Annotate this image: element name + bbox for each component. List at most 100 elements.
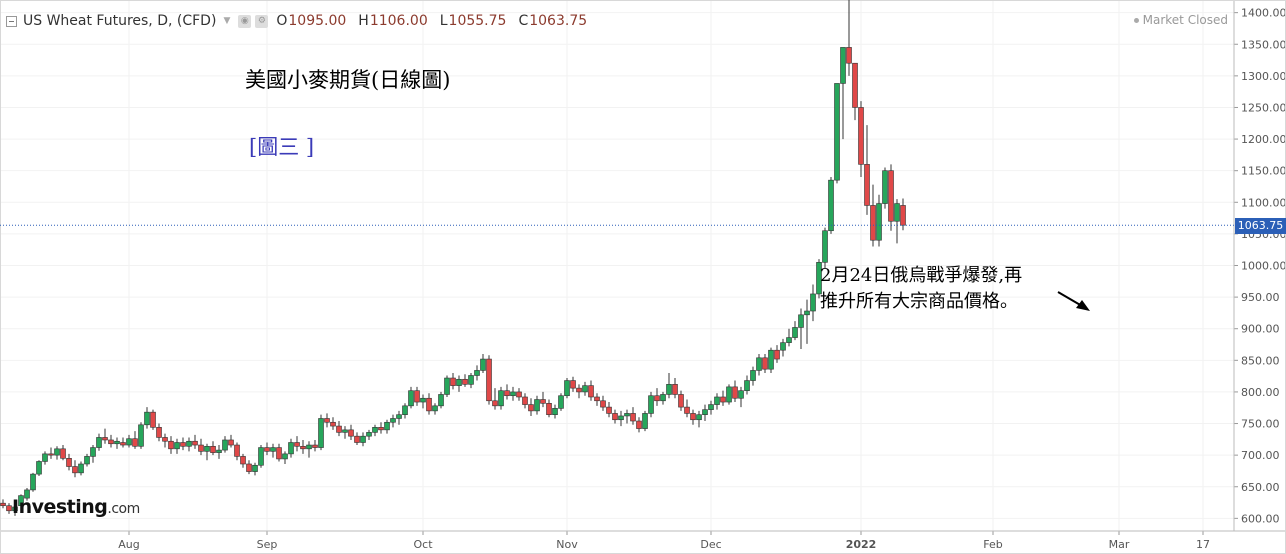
candle-body xyxy=(678,394,684,408)
candle-body xyxy=(72,466,78,474)
status-dot-icon xyxy=(1133,18,1139,23)
candle-body xyxy=(270,447,276,452)
chart-header: US Wheat Futures, D, (CFD) ▼ ◉ ⚙ O1095.0… xyxy=(6,11,599,31)
candle-body xyxy=(594,396,600,402)
candle-body xyxy=(234,444,240,457)
candle-body xyxy=(462,378,468,385)
y-tick-label: 1300.00 xyxy=(1241,70,1286,83)
candle-body xyxy=(396,414,402,419)
candle-body xyxy=(6,505,12,512)
eye-icon[interactable]: ◉ xyxy=(238,14,252,28)
candle-body xyxy=(576,387,582,393)
candle-body xyxy=(126,438,132,446)
candle-body xyxy=(156,427,162,438)
y-tick-label: 1250.00 xyxy=(1241,101,1286,114)
candle-body xyxy=(132,438,138,447)
candle-body xyxy=(114,440,120,445)
instrument-title[interactable]: US Wheat Futures, D, (CFD) xyxy=(23,13,217,29)
candle-body xyxy=(348,429,354,437)
candle-body xyxy=(726,386,732,403)
candle-body xyxy=(342,429,348,433)
y-tick-label: 1200.00 xyxy=(1241,133,1286,146)
candle-body xyxy=(702,409,708,415)
candle-body xyxy=(558,395,564,409)
candle-body xyxy=(240,456,246,465)
x-tick-label: Sep xyxy=(257,538,278,551)
candle-body xyxy=(42,453,48,462)
low-value: L1055.75 xyxy=(439,13,507,29)
x-tick-label: Oct xyxy=(413,538,433,551)
candle-body xyxy=(882,170,888,204)
candle-body xyxy=(36,461,42,475)
candle-body xyxy=(900,205,906,226)
candle-body xyxy=(420,397,426,403)
candle-body xyxy=(684,406,690,414)
candle-body xyxy=(108,439,114,445)
candle-body xyxy=(384,421,390,431)
candle-body xyxy=(228,439,234,446)
candle-body xyxy=(426,397,432,412)
candle-body xyxy=(318,418,324,448)
y-tick-label: 700.00 xyxy=(1241,449,1280,462)
candle-body xyxy=(216,449,222,453)
candle-body xyxy=(636,420,642,429)
candle-body xyxy=(774,349,780,360)
candle-body xyxy=(90,447,96,457)
candle-body xyxy=(708,404,714,410)
market-status: Market Closed xyxy=(1133,13,1228,27)
y-tick-label: 650.00 xyxy=(1241,481,1280,494)
candle-body xyxy=(378,427,384,431)
y-tick-label: 950.00 xyxy=(1241,291,1280,304)
candle-body xyxy=(624,413,630,417)
candle-body xyxy=(162,437,168,442)
candle-body xyxy=(738,390,744,399)
candle-body xyxy=(486,358,492,402)
candle-body xyxy=(660,394,666,402)
candle-body xyxy=(606,406,612,414)
candle-body xyxy=(408,390,414,407)
candle-body xyxy=(144,411,150,426)
candle-body xyxy=(288,442,294,455)
candle-body xyxy=(78,463,84,474)
candle-body xyxy=(762,357,768,370)
x-tick-label: Aug xyxy=(118,538,139,551)
candle-body xyxy=(414,390,420,403)
gear-icon[interactable]: ⚙ xyxy=(255,14,269,28)
candle-body xyxy=(600,400,606,408)
candle-body xyxy=(612,413,618,421)
y-tick-label: 1400.00 xyxy=(1241,7,1286,20)
candle-body xyxy=(816,262,822,295)
x-tick-label: Mar xyxy=(1109,538,1130,551)
candle-body xyxy=(720,396,726,403)
high-value: H1106.00 xyxy=(358,13,428,29)
candle-body xyxy=(534,399,540,412)
candle-body xyxy=(876,203,882,241)
candle-body xyxy=(894,203,900,222)
x-tick-label: Feb xyxy=(983,538,1002,551)
candle-body xyxy=(102,437,108,441)
candle-body xyxy=(870,205,876,241)
candle-body xyxy=(300,445,306,450)
candle-body xyxy=(828,179,834,232)
candle-body xyxy=(834,83,840,181)
candle-body xyxy=(480,358,486,371)
y-tick-label: 900.00 xyxy=(1241,323,1280,336)
y-tick-label: 600.00 xyxy=(1241,512,1280,525)
candle-body xyxy=(456,378,462,386)
last-price-label: 1063.75 xyxy=(1235,218,1286,234)
collapse-icon[interactable] xyxy=(6,15,17,27)
candle-body xyxy=(174,442,180,450)
candle-body xyxy=(540,399,546,404)
candle-body xyxy=(822,230,828,263)
candle-body xyxy=(324,418,330,423)
candle-body xyxy=(450,377,456,386)
candle-body xyxy=(66,458,72,467)
y-tick-label: 1100.00 xyxy=(1241,196,1286,209)
candle-body xyxy=(60,448,66,459)
candle-body xyxy=(306,444,312,450)
candle-body xyxy=(30,473,36,491)
candle-body xyxy=(756,357,762,371)
candle-body xyxy=(354,435,360,443)
chevron-down-icon[interactable]: ▼ xyxy=(223,16,231,26)
